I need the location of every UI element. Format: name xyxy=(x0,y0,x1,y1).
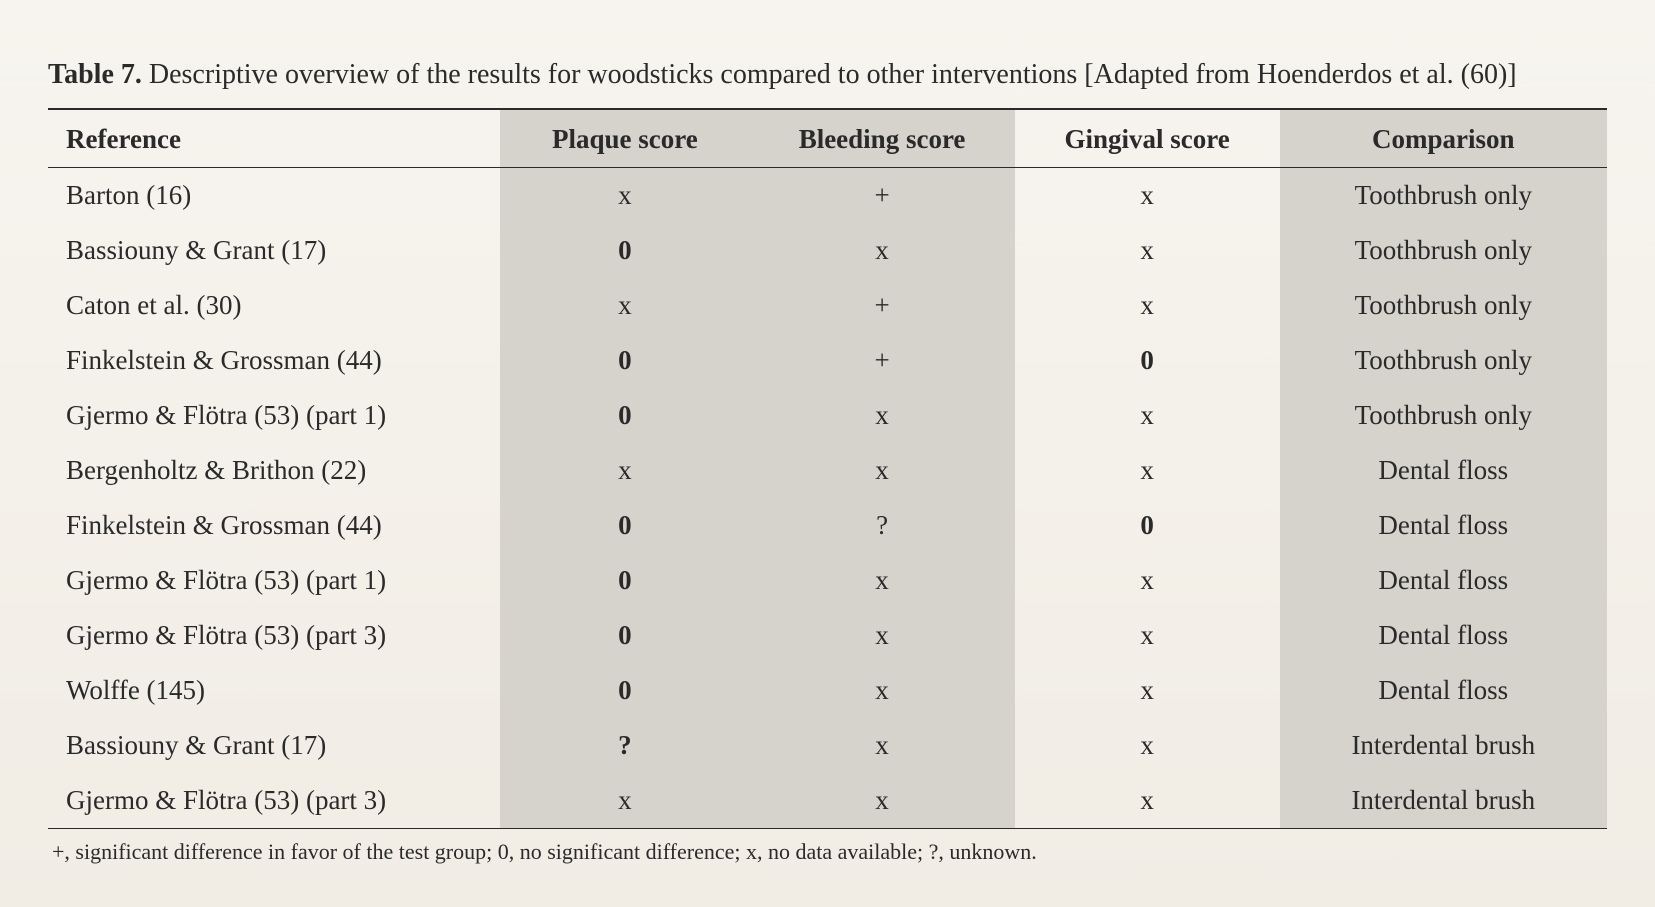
table-caption: Table 7. Descriptive overview of the res… xyxy=(48,56,1607,94)
table-row: Finkelstein & Grossman (44)0?0Dental flo… xyxy=(48,498,1607,553)
table-cell: Bassiouny & Grant (17) xyxy=(48,718,500,773)
table-cell: Gjermo & Flötra (53) (part 3) xyxy=(48,608,500,663)
table-header-cell: Comparison xyxy=(1280,109,1607,168)
table-cell: Toothbrush only xyxy=(1280,333,1607,388)
table-cell: x xyxy=(500,443,749,498)
table-cell: Dental floss xyxy=(1280,498,1607,553)
table-cell: + xyxy=(750,333,1015,388)
table-row: Gjermo & Flötra (53) (part 1)0xxDental f… xyxy=(48,553,1607,608)
table-cell: ? xyxy=(500,718,749,773)
table-header-cell: Bleeding score xyxy=(750,109,1015,168)
table-cell: Bergenholtz & Brithon (22) xyxy=(48,443,500,498)
table-cell: 0 xyxy=(500,333,749,388)
table-row: Gjermo & Flötra (53) (part 1)0xxToothbru… xyxy=(48,388,1607,443)
table-row: Bassiouny & Grant (17)?xxInterdental bru… xyxy=(48,718,1607,773)
table-cell: Toothbrush only xyxy=(1280,167,1607,223)
table-cell: x xyxy=(750,773,1015,829)
table-cell: Dental floss xyxy=(1280,553,1607,608)
table-cell: x xyxy=(750,443,1015,498)
table-cell: + xyxy=(750,278,1015,333)
table-cell: x xyxy=(1015,443,1280,498)
table-row: Gjermo & Flötra (53) (part 3)xxxInterden… xyxy=(48,773,1607,829)
table-cell: x xyxy=(750,663,1015,718)
table-cell: Caton et al. (30) xyxy=(48,278,500,333)
table-cell: x xyxy=(500,773,749,829)
table-header-cell: Gingival score xyxy=(1015,109,1280,168)
table-cell: Gjermo & Flötra (53) (part 1) xyxy=(48,553,500,608)
table-cell: Finkelstein & Grossman (44) xyxy=(48,333,500,388)
table-header-cell: Plaque score xyxy=(500,109,749,168)
table-cell: x xyxy=(1015,388,1280,443)
table-row: Barton (16)x+xToothbrush only xyxy=(48,167,1607,223)
table-cell: x xyxy=(750,608,1015,663)
table-cell: 0 xyxy=(1015,498,1280,553)
table-cell: Interdental brush xyxy=(1280,773,1607,829)
table-cell: ? xyxy=(750,498,1015,553)
table-body: Barton (16)x+xToothbrush onlyBassiouny &… xyxy=(48,167,1607,828)
table-cell: Barton (16) xyxy=(48,167,500,223)
table-cell: x xyxy=(500,167,749,223)
table-cell: x xyxy=(1015,278,1280,333)
table-cell: Dental floss xyxy=(1280,608,1607,663)
table-cell: x xyxy=(1015,223,1280,278)
table-cell: Toothbrush only xyxy=(1280,223,1607,278)
table-row: Wolffe (145)0xxDental floss xyxy=(48,663,1607,718)
page-container: Table 7. Descriptive overview of the res… xyxy=(0,0,1655,907)
table-cell: Toothbrush only xyxy=(1280,278,1607,333)
table-cell: x xyxy=(1015,167,1280,223)
table-cell: Dental floss xyxy=(1280,443,1607,498)
table-header-cell: Reference xyxy=(48,109,500,168)
table-cell: Interdental brush xyxy=(1280,718,1607,773)
table-row: Finkelstein & Grossman (44)0+0Toothbrush… xyxy=(48,333,1607,388)
table-cell: 0 xyxy=(500,388,749,443)
table-cell: 0 xyxy=(500,553,749,608)
table-cell: 0 xyxy=(500,223,749,278)
table-cell: x xyxy=(750,223,1015,278)
table-caption-label: Table 7. xyxy=(48,59,142,90)
table-cell: x xyxy=(1015,553,1280,608)
table-row: Gjermo & Flötra (53) (part 3)0xxDental f… xyxy=(48,608,1607,663)
table-cell: Gjermo & Flötra (53) (part 3) xyxy=(48,773,500,829)
table-cell: x xyxy=(1015,718,1280,773)
table-cell: x xyxy=(1015,773,1280,829)
table-row: Bassiouny & Grant (17)0xxToothbrush only xyxy=(48,223,1607,278)
table-cell: x xyxy=(750,718,1015,773)
table-row: Bergenholtz & Brithon (22)xxxDental flos… xyxy=(48,443,1607,498)
table-cell: 0 xyxy=(500,608,749,663)
table-cell: Gjermo & Flötra (53) (part 1) xyxy=(48,388,500,443)
table-cell: + xyxy=(750,167,1015,223)
table-cell: 0 xyxy=(500,498,749,553)
table-cell: x xyxy=(1015,608,1280,663)
table-cell: x xyxy=(750,388,1015,443)
table-cell: x xyxy=(750,553,1015,608)
table-cell: Finkelstein & Grossman (44) xyxy=(48,498,500,553)
table-footnote: +, significant difference in favor of th… xyxy=(48,839,1607,865)
table-header-row: ReferencePlaque scoreBleeding scoreGingi… xyxy=(48,109,1607,168)
table-cell: Dental floss xyxy=(1280,663,1607,718)
table-cell: Toothbrush only xyxy=(1280,388,1607,443)
table-cell: Bassiouny & Grant (17) xyxy=(48,223,500,278)
table-row: Caton et al. (30)x+xToothbrush only xyxy=(48,278,1607,333)
table-cell: x xyxy=(500,278,749,333)
table-cell: 0 xyxy=(500,663,749,718)
results-table: ReferencePlaque scoreBleeding scoreGingi… xyxy=(48,108,1607,829)
table-cell: x xyxy=(1015,663,1280,718)
table-cell: 0 xyxy=(1015,333,1280,388)
table-caption-text: Descriptive overview of the results for … xyxy=(149,59,1517,90)
table-cell: Wolffe (145) xyxy=(48,663,500,718)
